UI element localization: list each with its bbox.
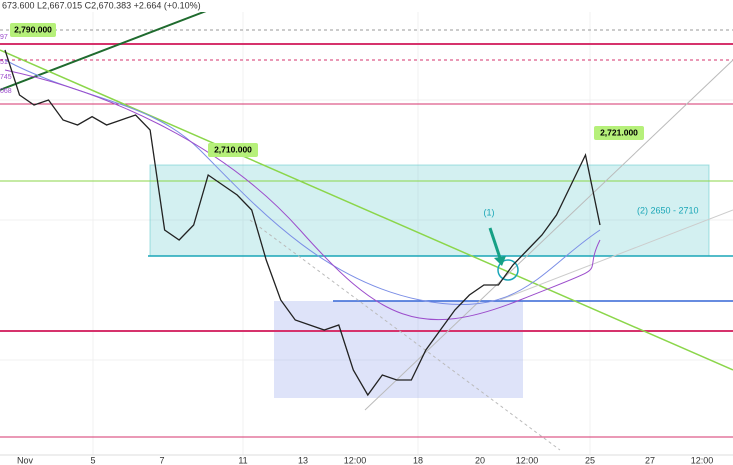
price-line bbox=[4, 49, 601, 397]
price-tag bbox=[10, 23, 56, 37]
annotation: (1) bbox=[484, 207, 495, 217]
x-tick-label: 7 bbox=[159, 455, 164, 465]
price-label: 2,710.000 bbox=[214, 144, 252, 154]
annotation: (2) 2650 - 2710 bbox=[637, 205, 699, 215]
price-tag bbox=[208, 143, 258, 157]
x-tick-label: 12:00 bbox=[691, 455, 714, 465]
left-label: 97 bbox=[0, 34, 8, 41]
left-label: 51 bbox=[0, 59, 8, 66]
header-bg bbox=[0, 0, 733, 12]
marker-circle bbox=[497, 259, 519, 281]
x-tick-label: 11 bbox=[238, 455, 247, 465]
arrow bbox=[488, 227, 502, 259]
trendline bbox=[499, 209, 733, 301]
trendline bbox=[249, 219, 561, 451]
x-tick-label: Nov bbox=[17, 455, 34, 465]
x-tick-label: 12:00 bbox=[516, 455, 539, 465]
arrow-head bbox=[494, 256, 506, 266]
x-tick-label: 13 bbox=[298, 455, 308, 465]
moving-average bbox=[4, 69, 601, 320]
trendline bbox=[0, 0, 236, 91]
x-tick-label: 27 bbox=[645, 455, 655, 465]
left-label: 745 bbox=[0, 74, 12, 81]
trendline bbox=[364, 59, 733, 411]
zone-upper bbox=[149, 164, 710, 257]
price-tag bbox=[594, 126, 644, 140]
moving-average bbox=[4, 59, 601, 305]
header: 673.600 L2,667.015 C2,670.383 +2.664 (+0… bbox=[2, 0, 201, 10]
x-tick-label: 20 bbox=[475, 455, 485, 465]
grid bbox=[0, 0, 733, 455]
zone-lower bbox=[274, 301, 523, 398]
x-tick-label: 25 bbox=[585, 455, 595, 465]
x-tick-label: 5 bbox=[90, 455, 95, 465]
trendline bbox=[0, 49, 733, 371]
price-label: 2,790.000 bbox=[14, 24, 52, 34]
price-label: 2,721.000 bbox=[600, 127, 638, 137]
x-tick-label: 12:00 bbox=[344, 455, 367, 465]
x-tick-label: 18 bbox=[413, 455, 423, 465]
left-label: 068 bbox=[0, 88, 12, 95]
